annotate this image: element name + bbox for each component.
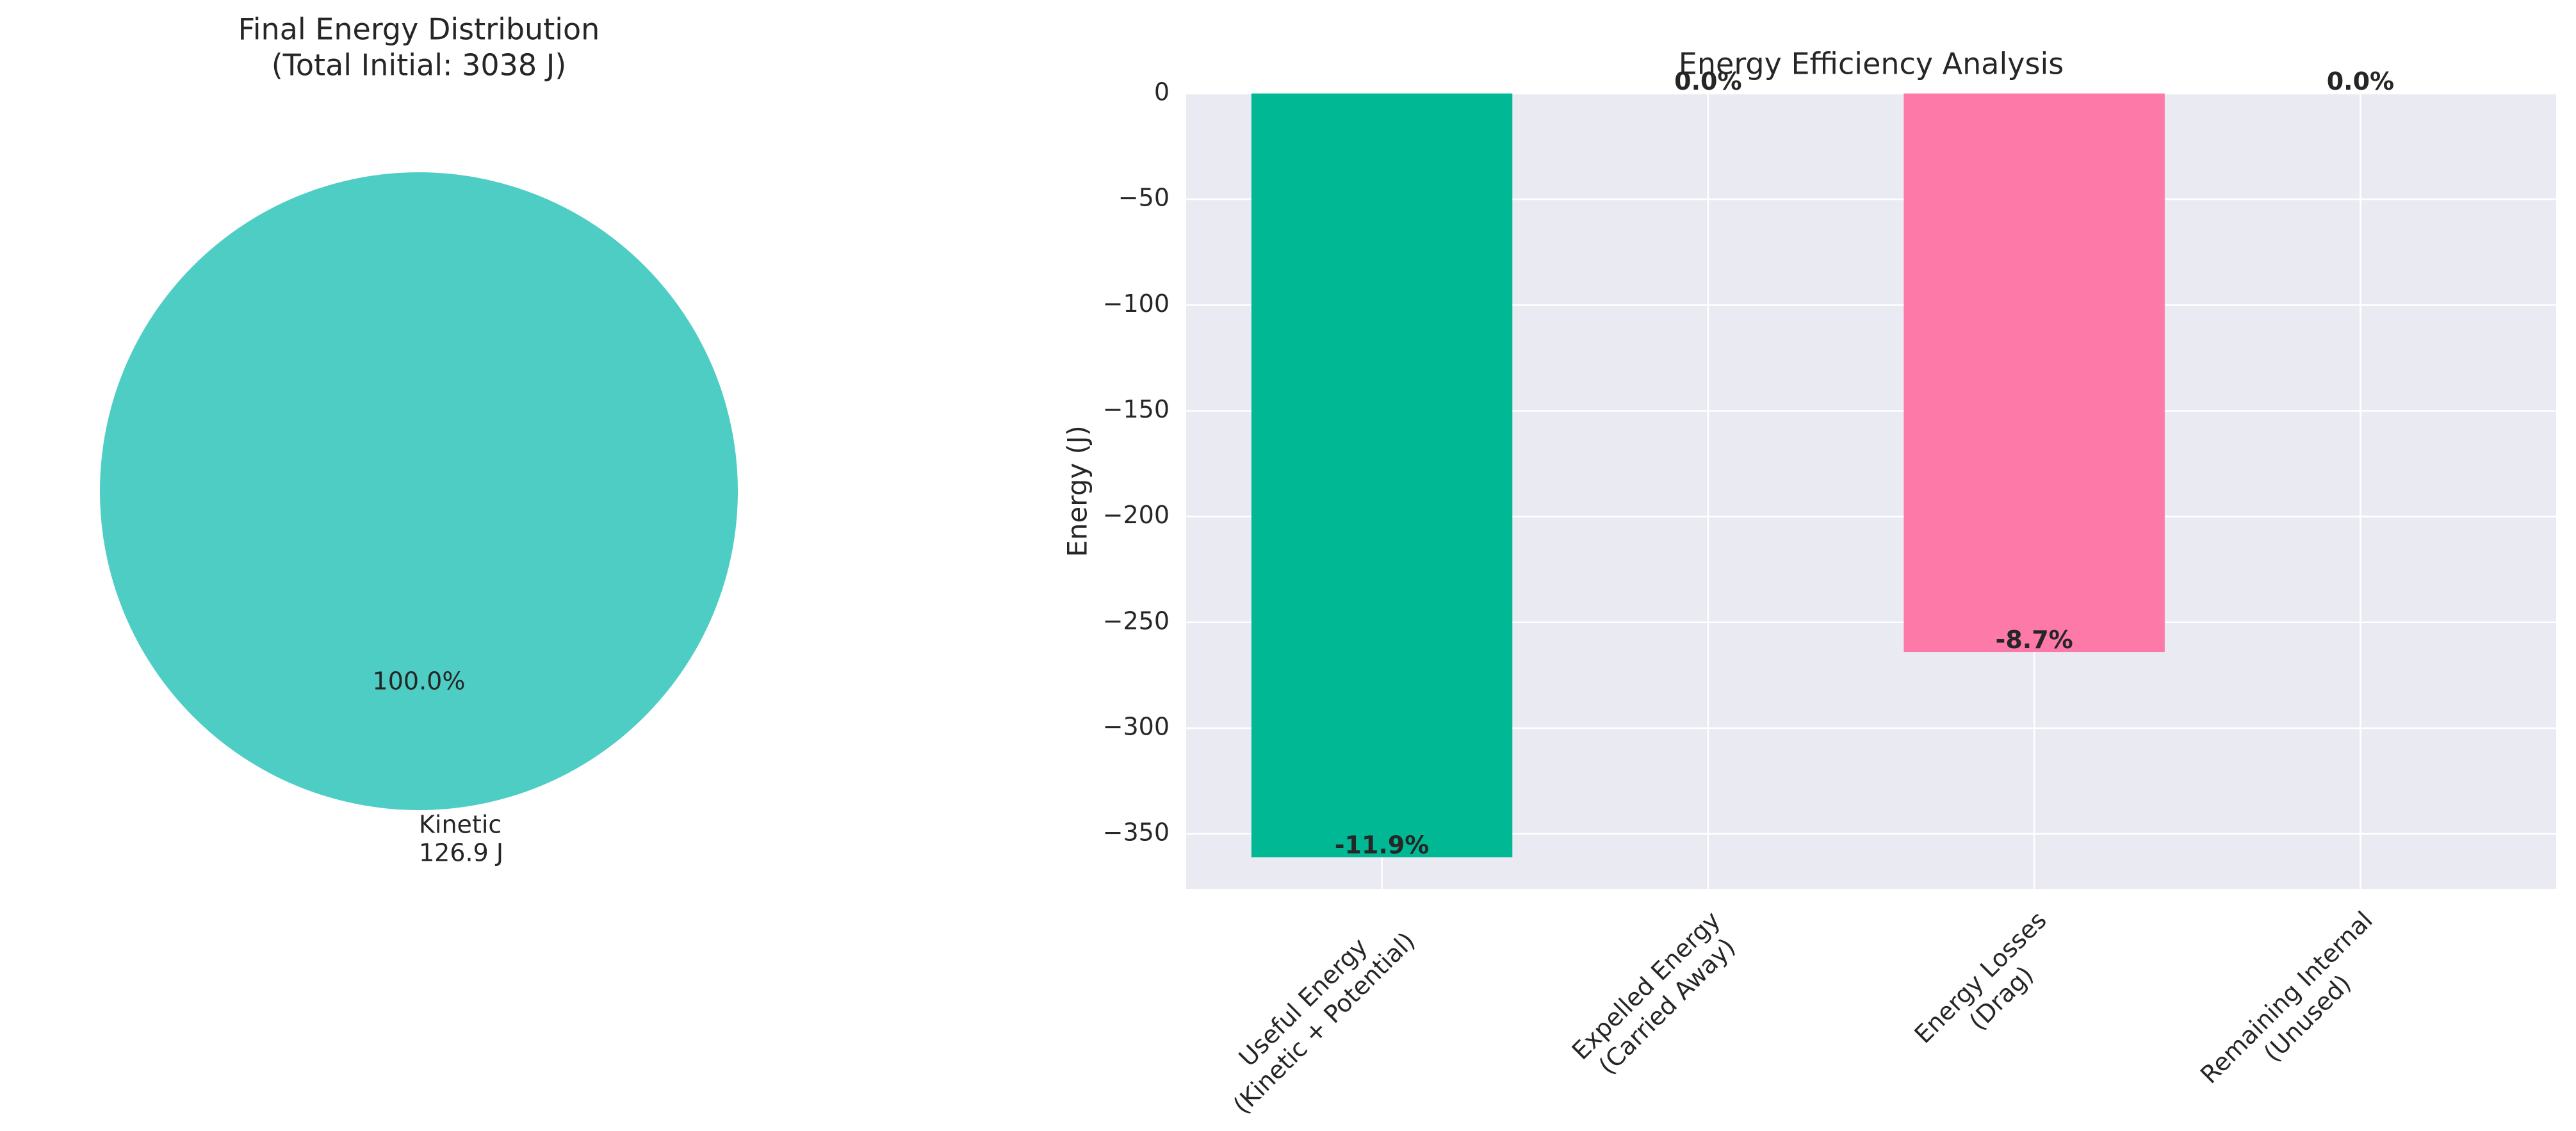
pie-pct-label: 100.0% [373,667,466,695]
x-tick-label: Energy Losses(Drag) [1909,906,2073,1070]
y-tick-label: 0 [1154,78,1170,106]
chart-title: Final Energy Distribution [238,12,600,47]
x-tick-label: Useful Energy(Kinetic + Potential) [1207,906,1420,1119]
x-tick-label: Expelled Energy(Carried Away) [1567,906,1747,1086]
pie-label: Kinetic [419,810,501,838]
y-tick-label: −200 [1103,501,1170,529]
bar-value-label: 0.0% [1674,67,1741,95]
y-tick-label: −350 [1103,818,1170,847]
x-tick-label-line: Remaining Internal [2195,906,2378,1089]
x-tick-label-group: Remaining Internal(Unused) [2195,906,2399,1109]
y-tick-label: −250 [1103,606,1170,635]
y-tick-label: −50 [1118,184,1170,212]
bar-value-label: -11.9% [1335,831,1430,859]
chart-title: (Total Initial: 3038 J) [272,48,567,83]
x-tick-label-group: Energy Losses(Drag) [1909,906,2073,1070]
pie-value-label: 126.9 J [419,838,503,867]
pie-slice [100,172,738,810]
x-tick-label-group: Expelled Energy(Carried Away) [1567,906,1747,1086]
chart-title: Energy Efficiency Analysis [1679,47,2064,81]
x-tick-label: Remaining Internal(Unused) [2195,906,2399,1109]
y-axis-label: Energy (J) [1062,425,1093,557]
y-tick-label: −300 [1103,712,1170,740]
y-tick-label: −100 [1103,289,1170,318]
x-tick-label-line: (Kinetic + Potential) [1228,927,1421,1119]
bar-value-label: 0.0% [2327,67,2394,95]
bar [1903,94,2165,653]
x-tick-label-group: Useful Energy(Kinetic + Potential) [1207,906,1421,1119]
bar [1251,94,1513,858]
y-tick-label: −150 [1103,395,1170,423]
bar-value-label: -8.7% [1996,626,2073,654]
